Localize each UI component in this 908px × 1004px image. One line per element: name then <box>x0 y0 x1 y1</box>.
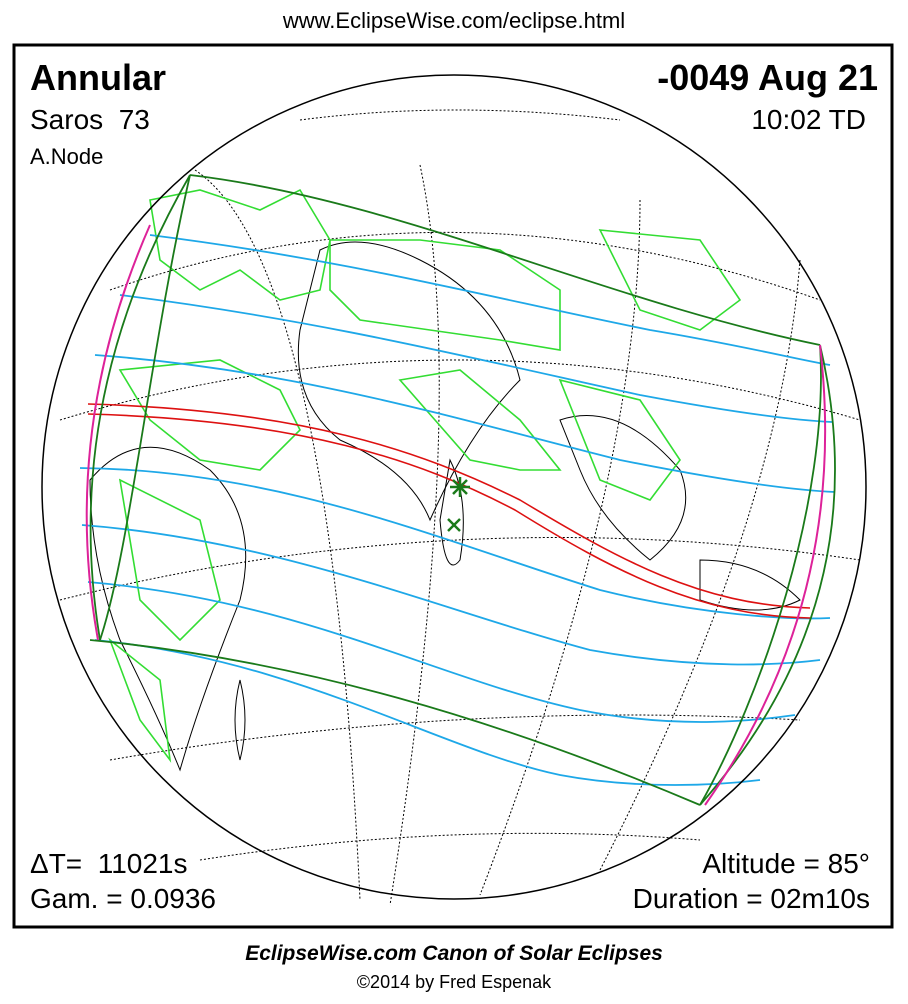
altitude: Altitude = 85° <box>702 848 870 879</box>
delta-t: ΔT= 11021s <box>30 848 188 879</box>
contour-lines <box>79 234 836 786</box>
graticule <box>59 109 861 906</box>
copyright: ©2014 by Fred Espenak <box>356 972 552 992</box>
saros: Saros 73 <box>30 104 150 135</box>
eclipse-type: Annular <box>30 57 167 98</box>
footer-title: EclipseWise.com Canon of Solar Eclipses <box>245 942 663 965</box>
greatest-eclipse-marker <box>447 477 470 532</box>
url: www.EclipseWise.com/eclipse.html <box>282 8 626 33</box>
borders <box>108 188 742 763</box>
duration: Duration = 02m10s <box>632 883 870 914</box>
time: 10:02 TD <box>751 104 866 135</box>
gamma: Gam. = 0.0936 <box>30 883 217 914</box>
penumbra-limits <box>89 174 836 806</box>
coastlines <box>89 241 801 772</box>
central-path <box>87 403 811 619</box>
globe-outline <box>41 74 867 900</box>
eclipse-date: -0049 Aug 21 <box>657 57 878 98</box>
rise-set-curves <box>85 224 827 806</box>
frame <box>12 43 894 929</box>
node: A.Node <box>30 144 104 169</box>
